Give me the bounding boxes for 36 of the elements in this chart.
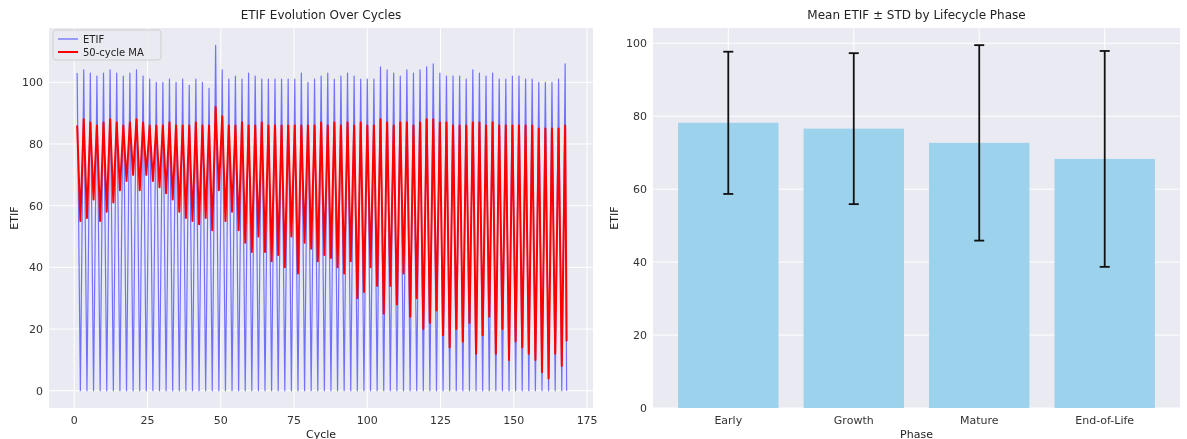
x-tick-label: Early (714, 414, 743, 427)
y-tick-label: 80 (633, 110, 647, 124)
bar (1054, 158, 1155, 408)
y-tick-label: 80 (29, 137, 43, 151)
x-tick-label: 100 (356, 414, 378, 427)
bar (803, 128, 904, 408)
x-tick-label: Mature (959, 414, 999, 427)
x-tick-label: 25 (140, 414, 155, 427)
x-tick-label: 150 (503, 414, 525, 427)
y-tick-label: 40 (633, 255, 647, 269)
y-tick-label: 40 (29, 261, 43, 275)
y-tick-label: 100 (22, 76, 43, 90)
line-series (76, 105, 568, 380)
y-tick-label: 100 (626, 37, 647, 51)
x-tick-label: 175 (576, 414, 598, 427)
chart-title: ETIF Evolution Over Cycles (240, 8, 402, 22)
y-tick-label: 20 (633, 328, 647, 342)
x-tick-label: 75 (287, 414, 302, 427)
y-tick-label: 0 (640, 401, 647, 415)
x-tick-label: Growth (833, 414, 874, 427)
y-tick-label: 0 (36, 384, 43, 398)
y-tick-label: 20 (29, 322, 43, 336)
x-tick-label: 50 (213, 414, 228, 427)
x-tick-label: 125 (430, 414, 452, 427)
chart-title: Mean ETIF ± STD by Lifecycle Phase (807, 8, 1026, 22)
legend-label: 50-cycle MA (83, 46, 144, 58)
bar (678, 122, 779, 408)
y-axis-title: ETIF (8, 206, 21, 230)
y-tick-label: 60 (633, 183, 647, 197)
y-axis-title: ETIF (608, 206, 621, 230)
x-tick-label: End-of-Life (1075, 414, 1135, 427)
legend-label: ETIF (83, 33, 105, 45)
y-tick-label: 60 (29, 199, 43, 213)
x-tick-label: 0 (70, 414, 78, 427)
x-axis-title: Phase (900, 428, 934, 439)
bar (929, 142, 1030, 408)
